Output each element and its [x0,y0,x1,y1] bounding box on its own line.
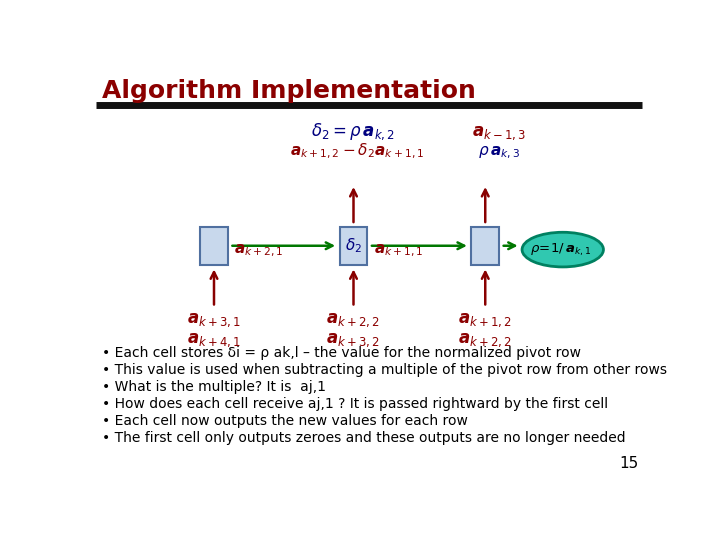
Text: $\boldsymbol{a}_{k+3,2}$: $\boldsymbol{a}_{k+3,2}$ [326,331,380,349]
FancyBboxPatch shape [472,226,499,265]
Text: $\boldsymbol{a}_{k-1,3}$: $\boldsymbol{a}_{k-1,3}$ [472,124,526,142]
Text: $\boldsymbol{a}_{k+2,2}$: $\boldsymbol{a}_{k+2,2}$ [326,311,380,329]
Text: 15: 15 [619,456,639,471]
Text: • How does each cell receive aj,1 ? It is passed rightward by the first cell: • How does each cell receive aj,1 ? It i… [102,397,608,410]
Text: $\boldsymbol{a}_{k+2,2}$: $\boldsymbol{a}_{k+2,2}$ [458,331,512,349]
Text: • Each cell stores δi = ρ ak,l – the value for the normalized pivot row: • Each cell stores δi = ρ ak,l – the val… [102,346,580,360]
Text: $\boldsymbol{a}_{k+3,1}$: $\boldsymbol{a}_{k+3,1}$ [187,311,241,329]
Text: • This value is used when subtracting a multiple of the pivot row from other row: • This value is used when subtracting a … [102,363,667,377]
Text: $\boldsymbol{a}_{k+2,1}$: $\boldsymbol{a}_{k+2,1}$ [234,242,284,259]
Text: $\rho\,\boldsymbol{a}_{k,3}$: $\rho\,\boldsymbol{a}_{k,3}$ [478,145,521,161]
Text: • The first cell only outputs zeroes and these outputs are no longer needed: • The first cell only outputs zeroes and… [102,430,625,444]
Text: $\boldsymbol{a}_{k+1,2}$: $\boldsymbol{a}_{k+1,2}$ [458,311,512,329]
Text: • What is the multiple? It is  aj,1: • What is the multiple? It is aj,1 [102,380,325,394]
Ellipse shape [522,232,603,267]
Text: $\rho\!=\!1/\,\boldsymbol{a}_{k,1}$: $\rho\!=\!1/\,\boldsymbol{a}_{k,1}$ [531,242,592,259]
FancyBboxPatch shape [200,226,228,265]
Text: $\boldsymbol{a}_{k+1,1}$: $\boldsymbol{a}_{k+1,1}$ [374,242,423,259]
Text: $\boldsymbol{a}_{k+1,2} - \delta_2\boldsymbol{a}_{k+1,1}$: $\boldsymbol{a}_{k+1,2} - \delta_2\bolds… [290,141,425,161]
Text: • Each cell now outputs the new values for each row: • Each cell now outputs the new values f… [102,414,467,428]
FancyBboxPatch shape [340,226,367,265]
Text: Algorithm Implementation: Algorithm Implementation [102,79,475,103]
Text: $\boldsymbol{a}_{k+4,1}$: $\boldsymbol{a}_{k+4,1}$ [187,331,241,349]
Text: $\delta_2$: $\delta_2$ [345,237,362,255]
Text: $\delta_2 = \rho\,\boldsymbol{a}_{k,2}$: $\delta_2 = \rho\,\boldsymbol{a}_{k,2}$ [312,121,395,142]
